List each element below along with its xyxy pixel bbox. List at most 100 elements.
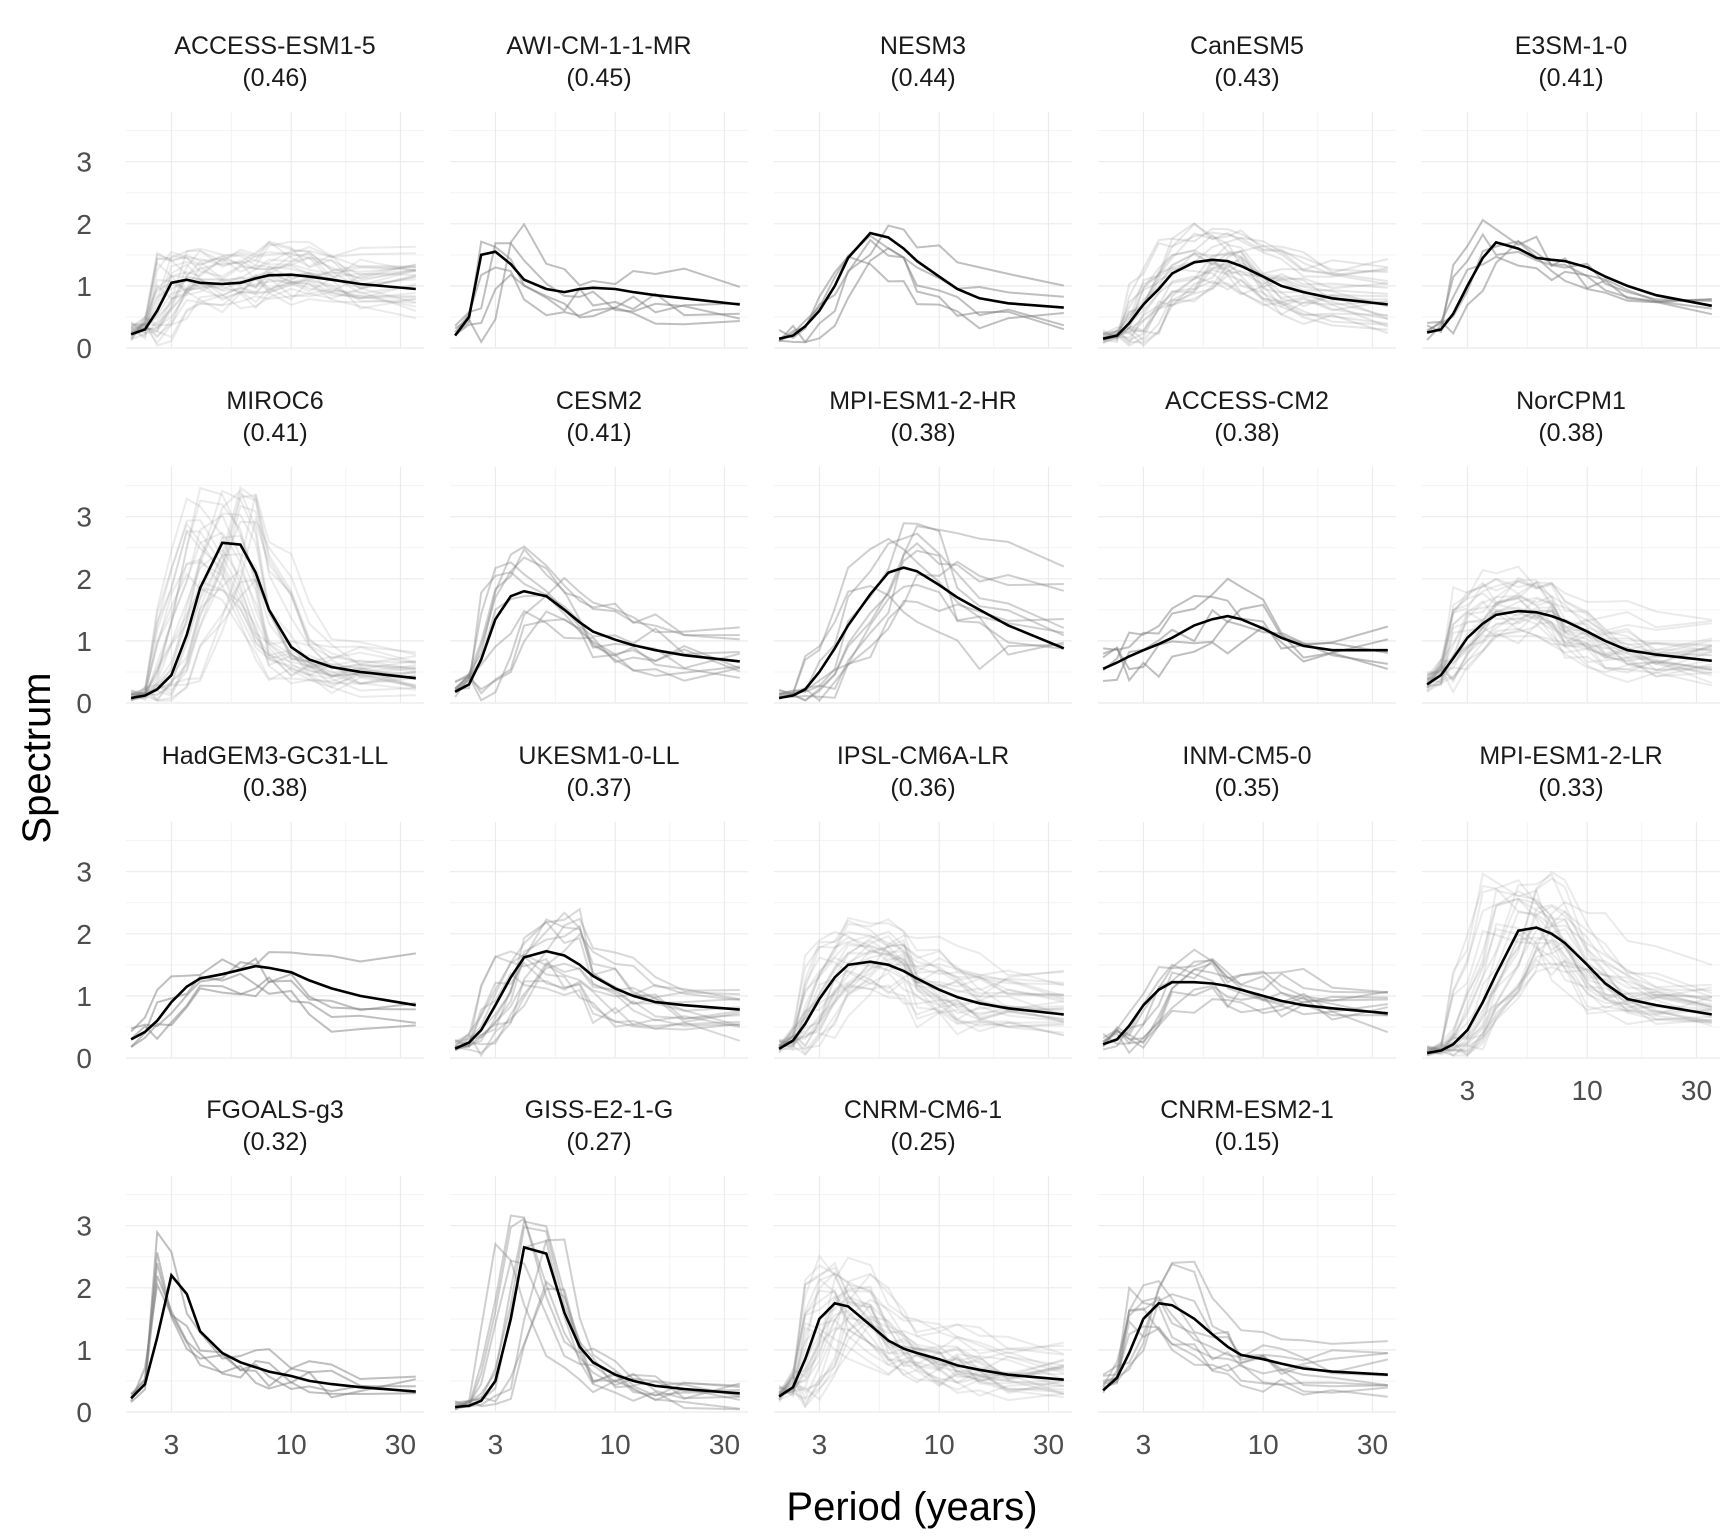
- member-line: [454, 961, 740, 1052]
- member-lines: [778, 1253, 1065, 1409]
- panel-title: ACCESS-CM2: [1165, 387, 1329, 415]
- member-line: [130, 271, 416, 340]
- minor-grid: [450, 1176, 748, 1412]
- member-line: [778, 255, 1064, 340]
- member-line: [130, 245, 416, 335]
- panel-score: (0.43): [1214, 64, 1279, 92]
- member-lines: [454, 907, 741, 1058]
- panel-score: (0.38): [1538, 419, 1603, 447]
- y-tick-label: 1: [76, 981, 92, 1012]
- member-line: [131, 531, 416, 695]
- panel-score: (0.37): [566, 774, 631, 802]
- member-line: [1426, 218, 1713, 334]
- member-line: [1102, 620, 1389, 671]
- x-tick-label: 30: [709, 1429, 740, 1460]
- member-line: [1426, 909, 1713, 1057]
- member-line: [454, 240, 740, 336]
- member-line: [130, 253, 416, 335]
- member-line: [1426, 946, 1712, 1054]
- member-line: [1102, 278, 1388, 342]
- member-line: [130, 976, 416, 1048]
- member-line: [1102, 222, 1388, 342]
- member-line: [779, 916, 1065, 1047]
- panel-title: CNRM-ESM2-1: [1160, 1096, 1334, 1124]
- member-line: [1426, 938, 1712, 1057]
- panel-nesm3: NESM3 (0.44): [774, 32, 1072, 349]
- member-line: [779, 934, 1064, 1056]
- minor-grid: [126, 112, 424, 348]
- member-line: [130, 530, 417, 700]
- panel-canesm5: CanESM5 (0.43): [1098, 32, 1396, 349]
- member-line: [130, 263, 417, 333]
- member-line: [454, 1280, 740, 1411]
- member-line: [1426, 612, 1712, 684]
- member-line: [778, 943, 1064, 1045]
- member-line: [1426, 596, 1712, 681]
- panel-mpi-esm1-2-hr: MPI-ESM1-2-HR (0.38): [774, 387, 1072, 704]
- member-line: [1102, 958, 1388, 1051]
- member-line: [1426, 240, 1712, 332]
- minor-grid: [450, 822, 748, 1058]
- member-line: [130, 520, 416, 696]
- member-line: [130, 257, 416, 342]
- member-line: [130, 488, 417, 702]
- member-line: [131, 561, 416, 696]
- member-line: [454, 547, 740, 690]
- panel-title: MIROC6: [226, 387, 323, 415]
- member-line: [778, 930, 1064, 1051]
- member-line: [1426, 594, 1713, 687]
- member-line: [778, 939, 1065, 1051]
- y-tick-label: 2: [76, 1273, 92, 1304]
- member-line: [130, 279, 416, 347]
- member-line: [454, 618, 741, 695]
- member-line: [1102, 249, 1388, 344]
- member-lines: [130, 1229, 417, 1403]
- member-line: [1426, 962, 1712, 1052]
- member-line: [454, 1287, 740, 1410]
- panel-title: GISS-E2-1-G: [525, 1096, 674, 1124]
- member-line: [130, 512, 416, 697]
- member-line: [1426, 577, 1713, 680]
- member-line: [1426, 923, 1712, 1057]
- member-line: [130, 558, 416, 696]
- major-grid: [774, 822, 1072, 1059]
- member-line: [778, 1261, 1065, 1403]
- member-line: [778, 956, 1064, 1050]
- panel-score: (0.15): [1214, 1128, 1279, 1156]
- mean-line: [1426, 609, 1712, 686]
- member-line: [778, 1288, 1065, 1399]
- member-line: [130, 516, 416, 700]
- member-line: [1102, 259, 1389, 344]
- major-grid: [1422, 822, 1720, 1059]
- minor-grid: [1422, 822, 1720, 1058]
- panels-layer: ACCESS-ESM1-5 (0.46) 0 1 2 3 AWI-CM-1-1-MR (0.4…: [76, 32, 1720, 1460]
- member-line: [778, 1296, 1064, 1392]
- x-axis-title: Period (years): [786, 1485, 1037, 1529]
- member-line: [1102, 261, 1388, 342]
- member-line: [778, 1321, 1064, 1401]
- panel-title: FGOALS-g3: [206, 1096, 344, 1124]
- member-line: [778, 549, 1064, 702]
- panel-score: (0.41): [1538, 64, 1603, 92]
- member-line: [1426, 905, 1712, 1052]
- member-line: [1426, 898, 1713, 1051]
- member-line: [130, 529, 416, 698]
- member-lines: [130, 240, 417, 347]
- member-line: [778, 1272, 1065, 1395]
- member-line: [1426, 603, 1712, 695]
- minor-grid: [126, 1176, 424, 1412]
- minor-grid: [1098, 467, 1396, 703]
- member-line: [130, 288, 416, 339]
- member-line: [1102, 963, 1389, 1046]
- member-line: [131, 534, 416, 697]
- member-line: [1102, 222, 1388, 344]
- member-line: [779, 931, 1064, 1044]
- member-line: [455, 962, 740, 1046]
- member-lines: [1102, 577, 1389, 683]
- member-lines: [778, 522, 1065, 702]
- member-line: [454, 953, 740, 1047]
- member-line: [778, 246, 1065, 344]
- panel-norcpm1: NorCPM1 (0.38): [1422, 387, 1720, 704]
- member-line: [1102, 229, 1388, 341]
- member-line: [130, 271, 416, 329]
